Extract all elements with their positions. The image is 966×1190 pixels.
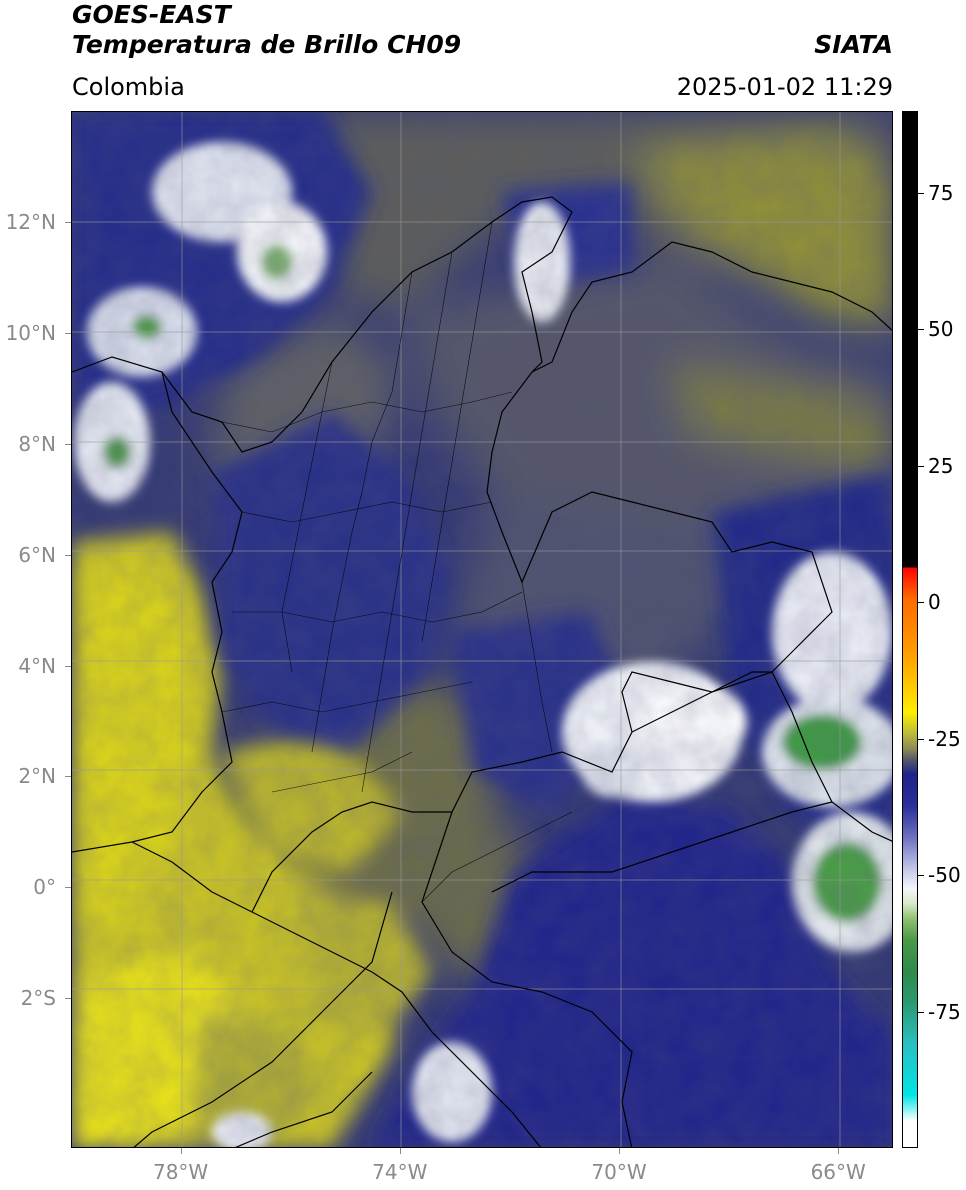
colorbar-tick-label: 50 [928,317,954,342]
lon-tick [399,1148,401,1154]
colorbar-tick-label: 0 [928,590,941,615]
lat-tick [65,554,71,556]
lat-tick [65,776,71,778]
colorbar-tick-label: -50 [928,863,961,888]
lat-tick [65,665,71,667]
colorbar-tick [918,738,924,740]
colorbar-tick-label: -75 [928,999,961,1024]
lon-tick [180,1148,182,1154]
lon-tick-label: 70°W [591,1160,647,1184]
department-borders [221,221,573,903]
source-label: SIATA [814,30,893,59]
colorbar [902,111,918,1148]
lon-tick-label: 66°W [810,1160,866,1184]
lon-tick [838,1148,840,1154]
colorbar-tick [918,1011,924,1013]
lat-tick-label: 8°N [18,431,56,456]
lat-tick [65,443,71,445]
colorbar-tick-label: 25 [928,453,954,478]
colorbar-tick [918,465,924,467]
lon-tick-label: 78°W [152,1160,209,1184]
graticule [72,112,892,1147]
lat-tick [65,998,71,1000]
lat-tick-label: 10°N [5,320,56,345]
colorbar-tick [918,875,924,877]
country-borders [72,196,892,1147]
colorbar-tick [918,602,924,604]
lat-tick-label: 2°S [20,986,56,1011]
lat-tick [65,332,71,334]
region-label: Colombia [72,73,185,101]
lat-tick-label: 0° [33,875,56,900]
lat-tick-label: 2°N [18,764,56,789]
lat-tick-label: 4°N [18,653,56,678]
lat-tick [65,887,71,889]
datetime-label: 2025-01-02 11:29 [676,73,893,101]
lat-tick-label: 6°N [18,542,56,567]
colorbar-tick-label: -25 [928,726,961,751]
lon-tick [619,1148,620,1154]
colorbar-tick-label: 75 [928,180,954,205]
product-title: Temperatura de Brillo CH09 [72,30,462,59]
lon-tick-label: 74°W [372,1160,428,1184]
satellite-map[interactable] [71,111,893,1148]
map-canvas [72,112,892,1147]
satellite-title: GOES-EAST [72,0,231,29]
lat-tick [65,221,71,223]
colorbar-tick [918,192,924,194]
lat-tick-label: 12°N [5,209,56,234]
colorbar-tick [918,329,924,331]
